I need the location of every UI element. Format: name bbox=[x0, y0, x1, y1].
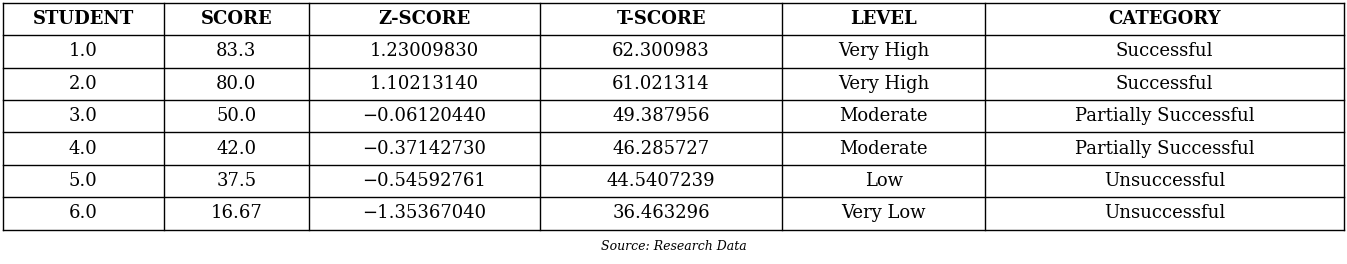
Text: 50.0: 50.0 bbox=[216, 107, 256, 125]
Text: 1.10213140: 1.10213140 bbox=[370, 75, 480, 93]
Text: Z-SCORE: Z-SCORE bbox=[379, 10, 470, 28]
Text: Very High: Very High bbox=[838, 75, 929, 93]
Text: LEVEL: LEVEL bbox=[850, 10, 917, 28]
Text: 6.0: 6.0 bbox=[69, 204, 97, 223]
Text: Unsuccessful: Unsuccessful bbox=[1105, 172, 1226, 190]
Text: 3.0: 3.0 bbox=[69, 107, 97, 125]
Text: STUDENT: STUDENT bbox=[32, 10, 133, 28]
Text: Moderate: Moderate bbox=[839, 140, 928, 158]
Text: 83.3: 83.3 bbox=[216, 42, 256, 60]
Text: 37.5: 37.5 bbox=[216, 172, 256, 190]
Text: Very Low: Very Low bbox=[842, 204, 925, 223]
Text: 62.300983: 62.300983 bbox=[612, 42, 710, 60]
Text: 80.0: 80.0 bbox=[216, 75, 256, 93]
Text: 61.021314: 61.021314 bbox=[612, 75, 710, 93]
Text: −0.37142730: −0.37142730 bbox=[362, 140, 486, 158]
Text: 36.463296: 36.463296 bbox=[612, 204, 710, 223]
Text: Partially Successful: Partially Successful bbox=[1075, 107, 1254, 125]
Text: Moderate: Moderate bbox=[839, 107, 928, 125]
Text: 1.0: 1.0 bbox=[69, 42, 97, 60]
Text: 4.0: 4.0 bbox=[69, 140, 97, 158]
Text: −0.54592761: −0.54592761 bbox=[362, 172, 486, 190]
Text: Unsuccessful: Unsuccessful bbox=[1105, 204, 1226, 223]
Text: Successful: Successful bbox=[1115, 75, 1214, 93]
Text: −0.06120440: −0.06120440 bbox=[362, 107, 486, 125]
Text: T-SCORE: T-SCORE bbox=[617, 10, 706, 28]
Text: −1.35367040: −1.35367040 bbox=[362, 204, 486, 223]
Text: SCORE: SCORE bbox=[201, 10, 272, 28]
Text: 2.0: 2.0 bbox=[69, 75, 97, 93]
Text: 42.0: 42.0 bbox=[216, 140, 256, 158]
Text: 44.5407239: 44.5407239 bbox=[606, 172, 715, 190]
Text: 46.285727: 46.285727 bbox=[613, 140, 710, 158]
Text: Successful: Successful bbox=[1115, 42, 1214, 60]
Text: CATEGORY: CATEGORY bbox=[1109, 10, 1220, 28]
Text: 16.67: 16.67 bbox=[210, 204, 263, 223]
Text: 49.387956: 49.387956 bbox=[613, 107, 710, 125]
Text: 5.0: 5.0 bbox=[69, 172, 97, 190]
Text: Very High: Very High bbox=[838, 42, 929, 60]
Text: 1.23009830: 1.23009830 bbox=[370, 42, 480, 60]
Text: Partially Successful: Partially Successful bbox=[1075, 140, 1254, 158]
Text: Low: Low bbox=[865, 172, 902, 190]
Text: Source: Research Data: Source: Research Data bbox=[601, 240, 746, 253]
